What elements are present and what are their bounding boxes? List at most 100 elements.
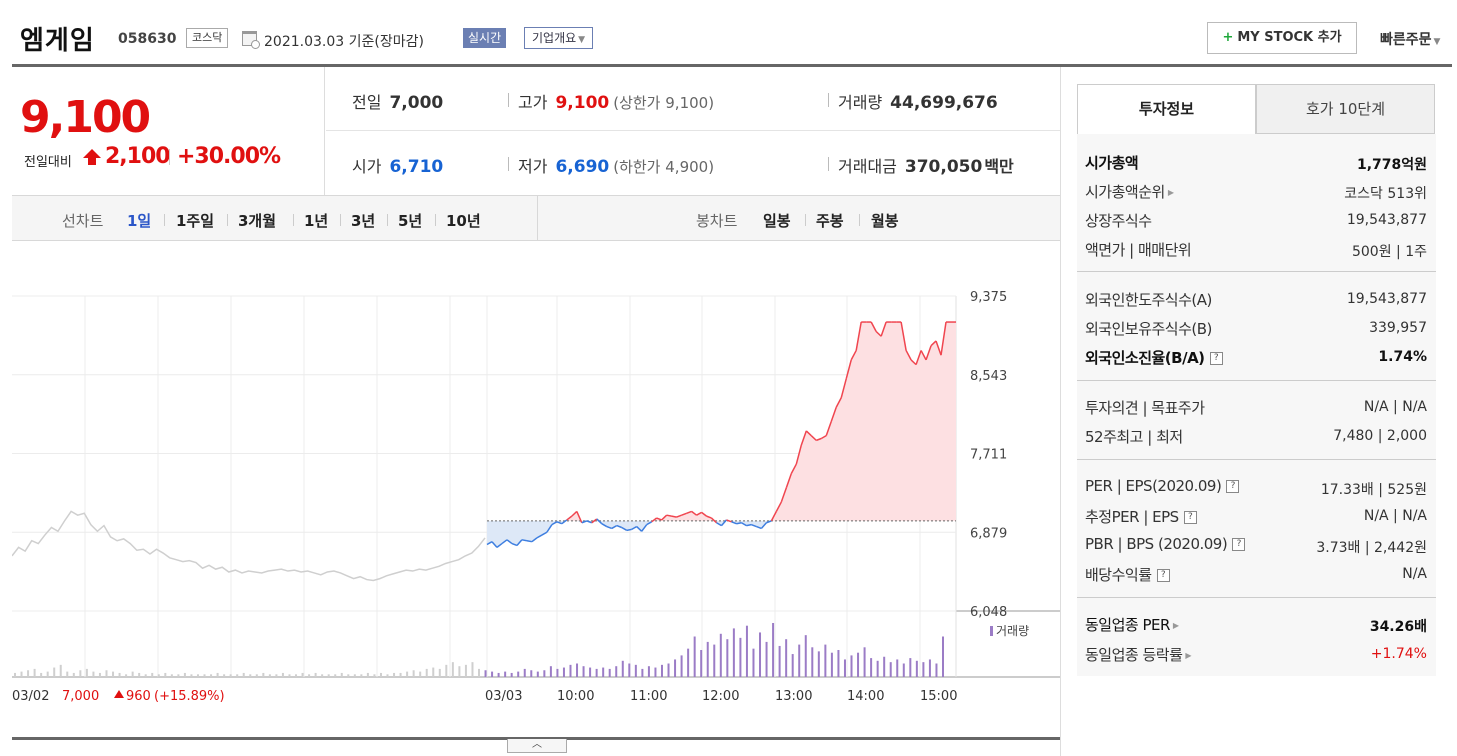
help-icon[interactable]: ? xyxy=(1156,569,1170,582)
series-segment-today xyxy=(511,542,518,547)
market-cap-rank-link[interactable]: 시가총액순위 ▶ xyxy=(1085,181,1174,202)
stat-value: 7,000 xyxy=(389,93,444,113)
volume-bar xyxy=(301,672,304,677)
series-segment-today xyxy=(576,511,583,524)
volume-bar xyxy=(242,672,245,677)
volume-bar xyxy=(700,650,703,677)
volume-bar xyxy=(615,666,618,677)
series-segment-today xyxy=(900,321,907,351)
est-per-label: 추정PER | EPS xyxy=(1085,508,1179,526)
tab-investment-info[interactable]: 투자정보 xyxy=(1077,84,1256,134)
volume-bar xyxy=(628,663,631,677)
series-segment-today xyxy=(521,539,528,542)
series-segment-today xyxy=(825,421,832,436)
corp-info-dropdown[interactable]: 기업개요 ▼ xyxy=(524,27,594,49)
stat-value: 44,699,676 xyxy=(890,93,998,113)
volume-bar xyxy=(334,674,337,677)
current-price: 9,100 xyxy=(20,92,151,143)
volume-bar xyxy=(876,660,879,677)
series-segment-today xyxy=(736,522,742,525)
series-segment-today xyxy=(845,359,852,380)
volume-bar xyxy=(804,635,807,677)
tab-weekly-candle[interactable]: 주봉 xyxy=(816,212,844,230)
series-segment-today xyxy=(720,519,728,527)
volume-bar xyxy=(412,670,415,677)
per-item: PER | EPS(2020.09)? xyxy=(1085,477,1240,495)
series-segment-today xyxy=(536,534,543,539)
volume-bar xyxy=(445,664,448,677)
series-segment-today xyxy=(696,511,702,516)
volume-bar xyxy=(484,670,487,677)
volume-bar xyxy=(935,663,938,677)
volume-bar xyxy=(85,668,88,677)
amount-unit: 백만 xyxy=(984,157,1014,176)
volume-bar xyxy=(46,671,49,677)
tab-1year[interactable]: 1년 xyxy=(304,212,329,230)
help-icon[interactable]: ? xyxy=(1232,538,1246,551)
divider xyxy=(508,157,509,171)
y-tick-label: 8,543 xyxy=(970,369,1007,384)
series-segment-today xyxy=(606,525,613,530)
divider xyxy=(537,196,538,240)
series-segment-today xyxy=(790,463,798,474)
volume-bar xyxy=(425,668,428,677)
series-segment-today xyxy=(531,537,538,543)
volume-bar xyxy=(92,671,95,677)
tab-5year[interactable]: 5년 xyxy=(398,212,423,230)
volume-bar xyxy=(360,674,363,677)
series-segment-today xyxy=(820,435,827,440)
help-icon[interactable]: ? xyxy=(1226,480,1240,493)
series-segment-today xyxy=(491,541,498,548)
series-segment-today xyxy=(656,517,662,521)
volume-bar xyxy=(458,666,461,677)
triangle-right-icon: ▶ xyxy=(1172,621,1179,630)
series-segment-today xyxy=(691,510,698,516)
pbr-item: PBR | BPS (2020.09)? xyxy=(1085,535,1246,553)
listed-shares-value: 19,543,877 xyxy=(1346,212,1427,228)
quick-order-button[interactable]: 빠른주문 ▼ xyxy=(1380,29,1440,49)
tab-3year[interactable]: 3년 xyxy=(351,212,376,230)
volume-bar xyxy=(157,674,160,677)
volume-bar xyxy=(765,641,768,677)
tab-3month[interactable]: 3개월 xyxy=(238,212,277,230)
volume-bar xyxy=(53,667,56,677)
volume-bar xyxy=(177,674,180,677)
volume-legend-swatch xyxy=(990,626,993,636)
volume-bar xyxy=(830,652,833,677)
series-segment-today xyxy=(855,321,862,351)
divider xyxy=(435,214,436,226)
volume-bar xyxy=(549,666,552,677)
chevron-down-icon: ▼ xyxy=(578,35,586,45)
series-segment-today xyxy=(641,524,648,532)
tab-monthly-candle[interactable]: 월봉 xyxy=(871,212,899,230)
tab-order-book[interactable]: 호가 10단계 xyxy=(1256,84,1435,134)
foreign-holding-value: 339,957 xyxy=(1369,320,1427,336)
est-per-item: 추정PER | EPS? xyxy=(1085,506,1197,527)
sector-rate-link[interactable]: 동일업종 등락률 ▶ xyxy=(1085,644,1192,665)
tab-daily-candle[interactable]: 일봉 xyxy=(763,212,791,230)
volume-bar xyxy=(889,662,892,677)
info-tabs: 투자정보 호가 10단계 xyxy=(1077,84,1436,134)
series-segment-today xyxy=(586,520,593,524)
volume-bar xyxy=(20,671,23,677)
volume-bar xyxy=(589,667,592,677)
market-cap-rank-label: 시가총액순위 xyxy=(1085,183,1165,201)
tab-1week[interactable]: 1주일 xyxy=(176,212,215,230)
volume-bar xyxy=(249,674,252,677)
volume-bar xyxy=(275,674,278,677)
realtime-button[interactable]: 실시간 xyxy=(463,28,507,48)
area-below-prev-close xyxy=(487,520,956,548)
volume-bar xyxy=(223,674,226,677)
volume-bar xyxy=(928,659,931,677)
tab-10year[interactable]: 10년 xyxy=(446,212,481,230)
add-mystock-button[interactable]: + MY STOCK 추가 xyxy=(1207,22,1357,54)
pbr-label: PBR | BPS (2020.09) xyxy=(1085,535,1228,553)
help-icon[interactable]: ? xyxy=(1183,511,1197,524)
volume-bar xyxy=(98,672,101,677)
sector-per-link[interactable]: 동일업종 PER ▶ xyxy=(1085,614,1179,635)
series-segment-today xyxy=(581,520,588,524)
chart-collapse-button[interactable]: ︿ xyxy=(507,739,567,753)
help-icon[interactable]: ? xyxy=(1209,352,1223,365)
volume-bar xyxy=(59,664,62,677)
tab-1day[interactable]: 1일 xyxy=(127,212,152,230)
